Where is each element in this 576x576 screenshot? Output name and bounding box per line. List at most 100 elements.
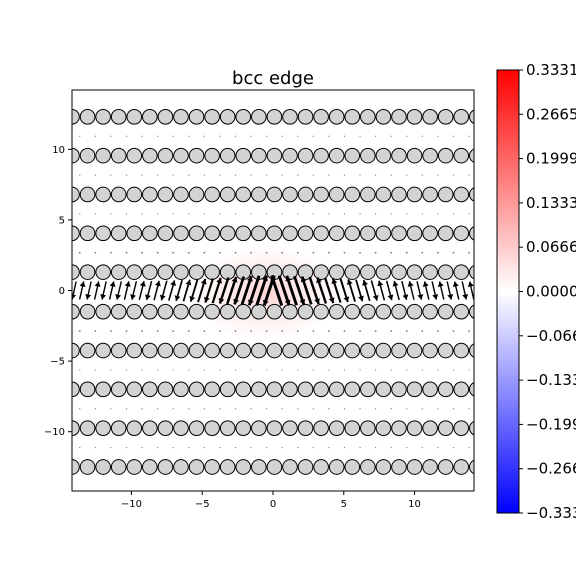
colorbar: 0.3331 0.2665 0.1999 0.1333 0.0666 0.0000 −0.0…: [496, 61, 576, 522]
arrow-head: [316, 277, 322, 284]
displacement-mark: [390, 135, 392, 137]
atom: [297, 381, 314, 398]
atom: [251, 420, 267, 436]
displacement-mark: [266, 369, 268, 371]
displacement-mark: [468, 213, 470, 215]
displacement-mark: [468, 408, 470, 410]
displacement-mark: [234, 174, 237, 176]
atom: [469, 148, 474, 163]
displacement-arrow: [240, 275, 253, 306]
colorbar-tick-label: 0.2665: [526, 105, 576, 123]
atom: [391, 147, 407, 164]
colorbar-tick-label: 0.1999: [526, 150, 576, 168]
atom: [251, 459, 267, 475]
arrow-head: [94, 281, 101, 288]
displacement-mark: [390, 369, 392, 371]
displacement-mark: [141, 251, 143, 254]
atom: [95, 225, 111, 242]
atom: [391, 109, 407, 125]
arrow-head: [314, 298, 320, 305]
displacement-mark: [452, 408, 455, 410]
displacement-mark: [157, 135, 159, 137]
atom: [297, 186, 314, 203]
atom: [95, 303, 111, 320]
displacement-mark: [375, 408, 377, 410]
atom: [422, 303, 438, 320]
displacement-mark: [203, 369, 205, 371]
atom: [266, 147, 283, 164]
atom: [142, 303, 158, 320]
atom: [110, 420, 127, 436]
atom: [157, 186, 174, 203]
x-tick-label: 5: [341, 499, 347, 510]
atom: [126, 186, 143, 203]
atom: [391, 225, 407, 242]
atom: [188, 147, 205, 164]
displacement-mark: [297, 369, 299, 371]
atom: [328, 147, 345, 164]
displacement-mark: [250, 446, 252, 449]
colorbar-gradient: [496, 69, 520, 514]
displacement-mark: [110, 174, 112, 176]
displacement-mark: [437, 446, 439, 449]
atom: [469, 382, 474, 397]
arrow-head: [407, 281, 414, 287]
atom: [375, 381, 392, 398]
atom: [469, 459, 474, 475]
displacement-mark: [157, 174, 159, 176]
displacement-mark: [328, 174, 330, 176]
atom: [79, 459, 96, 475]
atom: [173, 225, 189, 242]
arrow-head: [270, 275, 277, 282]
atom: [235, 381, 252, 398]
atom: [266, 381, 283, 398]
displacement-mark: [343, 408, 346, 410]
atom: [453, 109, 470, 125]
atom: [297, 303, 314, 320]
atom: [297, 342, 314, 359]
arrow-head: [262, 275, 268, 282]
arrow-head: [387, 294, 394, 301]
arrow-head: [432, 294, 439, 300]
atom: [391, 186, 407, 203]
atom: [344, 420, 361, 436]
displacement-mark: [281, 251, 284, 254]
displacement-mark: [405, 330, 408, 332]
displacement-mark: [328, 446, 330, 449]
atom: [297, 459, 314, 475]
displacement-mark: [343, 369, 346, 371]
displacement-mark: [250, 135, 252, 137]
atom: [360, 109, 376, 125]
displacement-mark: [281, 213, 283, 215]
atom: [282, 459, 298, 475]
colorbar-tick-label: −0.0666: [526, 327, 576, 345]
atom: [204, 225, 220, 242]
displacement-mark: [110, 408, 112, 410]
atom: [126, 381, 143, 398]
displacement-mark: [94, 174, 96, 176]
displacement-mark: [343, 251, 346, 254]
atom: [72, 459, 80, 475]
displacement-mark: [390, 408, 392, 410]
displacement-mark: [296, 251, 299, 254]
atom: [235, 303, 252, 320]
displacement-mark: [156, 251, 159, 254]
arrow-head: [422, 281, 429, 287]
atom: [391, 342, 407, 359]
displacement-mark: [343, 135, 346, 137]
atom: [219, 459, 236, 475]
atom: [344, 381, 361, 398]
atom: [126, 303, 143, 320]
displacement-mark: [296, 330, 299, 332]
atom: [79, 225, 96, 242]
atom: [328, 303, 345, 320]
arrow-head: [85, 293, 92, 300]
colorbar-tick-label: 0.1333: [526, 194, 576, 212]
atom: [204, 342, 220, 359]
arrow-head: [372, 294, 379, 301]
displacement-mark: [374, 330, 377, 332]
arrow-head: [452, 281, 459, 288]
displacement-mark: [141, 446, 143, 449]
displacement-mark: [281, 330, 284, 332]
